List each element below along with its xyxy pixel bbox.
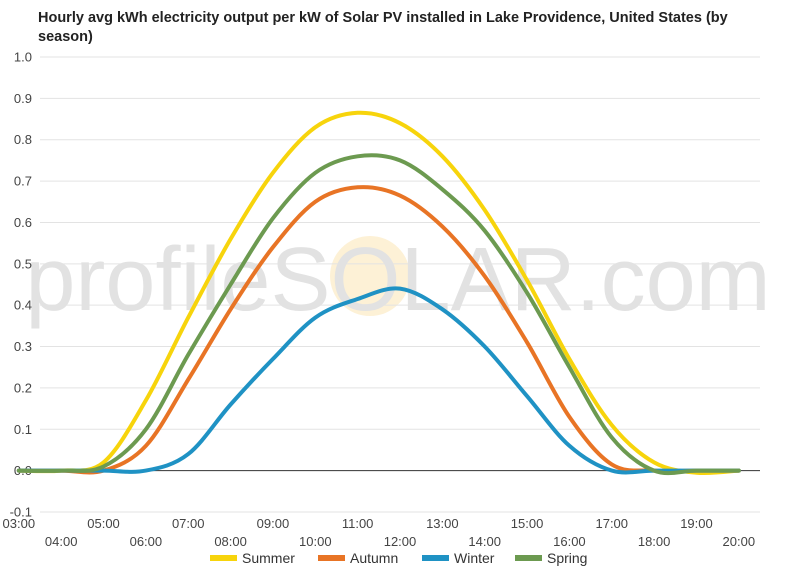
x-tick-label: 09:00: [257, 516, 290, 531]
grid-lines: [40, 56, 760, 513]
x-tick-label: 19:00: [680, 516, 713, 531]
series-lines: [16, 110, 741, 476]
legend-swatch-spring: [515, 555, 542, 561]
y-axis-ticks: -0.10.00.10.20.30.40.50.60.70.80.91.0: [10, 50, 32, 520]
x-tick-label: 05:00: [87, 516, 120, 531]
x-tick-label: 08:00: [214, 534, 247, 549]
x-tick-label: 14:00: [468, 534, 501, 549]
legend-label-autumn: Autumn: [350, 550, 398, 566]
legend-label-spring: Spring: [547, 550, 587, 566]
y-tick-label: 0.4: [14, 298, 32, 313]
x-tick-label: 20:00: [723, 534, 756, 549]
legend-swatch-autumn: [318, 555, 345, 561]
x-tick-label: 07:00: [172, 516, 205, 531]
watermark: profileSOLAR.com: [25, 230, 770, 330]
x-tick-label: 18:00: [638, 534, 671, 549]
x-tick-label: 10:00: [299, 534, 332, 549]
x-tick-label: 12:00: [384, 534, 417, 549]
series-line-autumn: [16, 185, 741, 475]
x-tick-label: 15:00: [511, 516, 544, 531]
y-tick-label: -0.1: [10, 505, 32, 520]
x-tick-label: 04:00: [45, 534, 78, 549]
y-tick-label: 0.7: [14, 174, 32, 189]
chart-title: Hourly avg kWh electricity output per kW…: [38, 10, 728, 45]
x-axis-ticks: 03:00 04:00 05:00 06:00 07:00 08:00 09:00 10:00…: [3, 516, 756, 549]
legend-swatch-summer: [210, 555, 237, 561]
y-tick-label: 0.1: [14, 422, 32, 437]
y-tick-label: 0.5: [14, 256, 32, 271]
x-tick-label: 17:00: [595, 516, 628, 531]
legend-swatch-winter: [422, 555, 449, 561]
watermark-sun: [330, 236, 410, 316]
x-tick-label: 03:00: [3, 516, 36, 531]
y-tick-label: 0.8: [14, 132, 32, 147]
series-line-winter: [16, 286, 741, 475]
series-line-summer: [16, 110, 741, 476]
y-tick-label: 0.3: [14, 339, 32, 354]
y-tick-label: 0.9: [14, 91, 32, 106]
y-tick-label: 0.2: [14, 380, 32, 395]
series-line-spring: [16, 153, 741, 476]
legend-label-summer: Summer: [242, 550, 295, 566]
y-tick-label: 0.6: [14, 215, 32, 230]
legend-label-winter: Winter: [454, 550, 495, 566]
x-tick-label: 06:00: [130, 534, 163, 549]
legend: Summer Autumn Winter Spring: [210, 550, 587, 566]
x-tick-label: 16:00: [553, 534, 586, 549]
x-tick-label: 13:00: [426, 516, 459, 531]
watermark-text: profileSOLAR.com: [25, 230, 770, 330]
y-tick-label: 1.0: [14, 50, 32, 65]
x-tick-label: 11:00: [342, 516, 374, 531]
